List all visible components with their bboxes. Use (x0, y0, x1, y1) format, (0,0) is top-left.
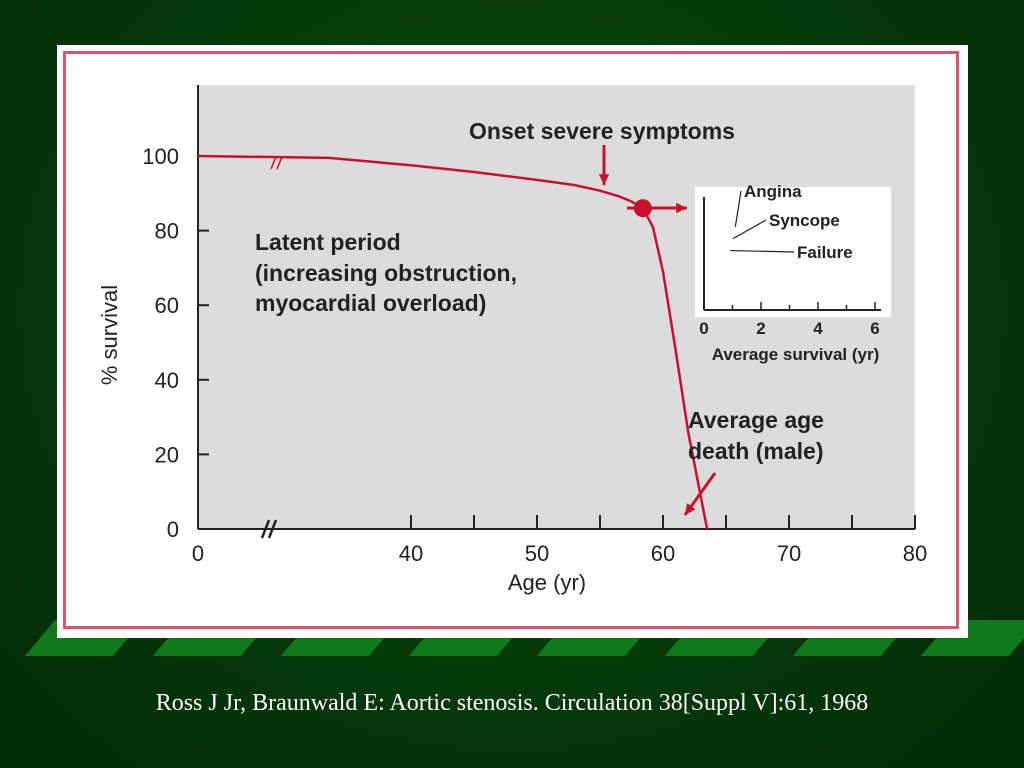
x-tick-label: 50 (525, 541, 549, 566)
death-arrow-head (685, 503, 696, 515)
inset-label-pointer (730, 249, 795, 253)
inset-x-ticks: 0 2 4 6 (699, 302, 880, 338)
figure-panel: 0 20 40 60 80 100 0 40 50 60 70 80 % survival Age … (57, 45, 968, 638)
average-age-death-label-2: death (male) (688, 438, 823, 464)
latent-period-detail-2: myocardial overload) (255, 290, 486, 316)
onset-severe-symptoms-label: Onset severe symptoms (469, 118, 735, 144)
x-tick-label: 40 (399, 541, 423, 566)
x-tick-label: 0 (192, 541, 204, 566)
inset-series-label-failure: Failure (797, 243, 853, 262)
x-ticks: 0 40 50 60 70 80 (192, 515, 927, 566)
inset-tick-label: 6 (870, 319, 879, 338)
curve-break-mark (270, 156, 277, 170)
average-age-death-label-1: Average age (688, 407, 824, 433)
onset-arrow-head (598, 174, 610, 185)
figure-border (63, 51, 959, 629)
x-axis-break-mark (260, 519, 271, 539)
y-tick-label: 80 (155, 219, 179, 244)
inset-label-pointer (734, 190, 742, 227)
y-tick-label: 100 (142, 144, 179, 169)
inset-series: Angina Syncope Failure (730, 182, 853, 262)
x-tick-label: 70 (777, 541, 801, 566)
y-axis-label: % survival (97, 285, 122, 385)
x-axis-break-mark (267, 519, 278, 539)
citation-caption: Ross J Jr, Braunwald E: Aortic stenosis.… (155, 690, 869, 716)
x-axis-label: Age (yr) (508, 570, 586, 595)
y-tick-label: 40 (155, 368, 179, 393)
survival-inset-chart: 0 2 4 6 Average survival (yr) Angina Syncope… (695, 182, 891, 364)
inset-label-pointer (732, 219, 767, 240)
x-tick-label: 80 (903, 541, 927, 566)
survival-curve (197, 154, 709, 530)
inset-series-label-syncope: Syncope (769, 211, 840, 230)
latent-period-detail-1: (increasing obstruction, (255, 260, 517, 286)
x-tick-label: 60 (651, 541, 675, 566)
latent-period-label: Latent period (255, 229, 401, 255)
y-tick-label: 60 (155, 293, 179, 318)
inset-tick-label: 4 (813, 319, 823, 338)
y-tick-label: 0 (167, 517, 179, 542)
inset-series-label-angina: Angina (744, 182, 802, 201)
inset-tick-label: 0 (699, 319, 708, 338)
inset-tick-label: 2 (756, 319, 765, 338)
y-tick-label: 20 (155, 442, 179, 467)
curve-break-mark (276, 156, 283, 170)
inset-x-axis-label: Average survival (yr) (712, 345, 880, 364)
to-inset-arrow-head (676, 202, 687, 214)
axis-break-marks (260, 156, 283, 539)
